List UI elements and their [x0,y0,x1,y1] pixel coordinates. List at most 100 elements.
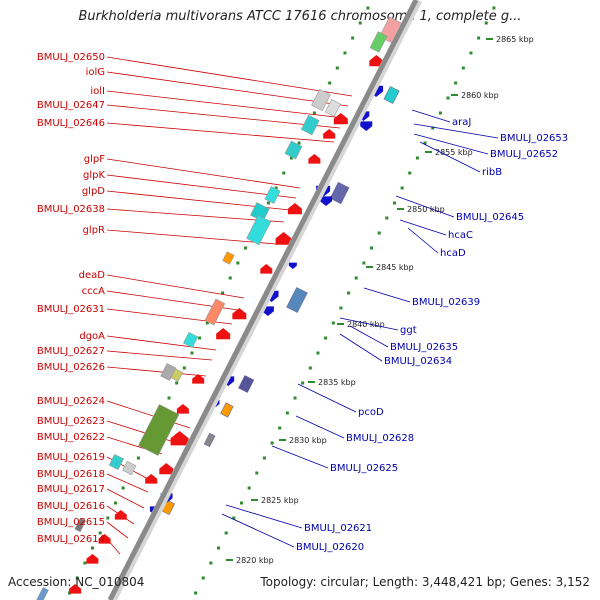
outer-dotted-guide [201,576,205,580]
forward-gene-arrow [170,431,189,446]
gene-block [220,402,234,418]
gene-block [238,375,255,393]
inner-dotted-guide [335,66,339,70]
gene-label-left: dgoA [79,331,105,342]
inner-dotted-guide [266,201,270,205]
gene-label-right: BMULJ_02634 [384,356,452,367]
outer-dotted-guide [285,411,289,415]
gene-label-left: BMULJ_02614 [37,534,105,545]
leader-line [106,473,149,493]
gene-label-left: deaD [79,270,106,281]
kbp-tick-label: 2840 kbp [347,320,385,329]
outer-dotted-guide [354,276,358,280]
forward-gene-arrow [98,534,111,544]
leader-line [106,158,301,189]
kbp-tick-label: 2845 kbp [376,263,414,272]
leader-line [106,488,145,509]
gene-block [222,251,235,265]
inner-dotted-guide [175,381,179,385]
inner-dotted-guide [136,456,140,460]
gene-label-right: BMULJ_02652 [490,149,558,160]
leader-line [106,229,277,245]
gene-block [329,181,350,205]
leader-line [221,513,295,548]
chromosome-backbone [107,0,419,600]
leader-line [271,445,329,469]
leader-line [106,350,213,361]
gene-label-right: pcoD [358,407,384,418]
inner-dotted-guide [121,486,125,490]
inner-dotted-guide [98,531,102,535]
gene-block [264,186,281,204]
leader-line [399,219,447,236]
outer-dotted-guide [492,6,496,10]
kbp-tick-label: 2820 kbp [236,556,274,565]
outer-dotted-guide [484,21,488,25]
gene-label-left: glpD [82,186,105,197]
outer-dotted-guide [209,561,213,565]
leader-line [106,208,285,223]
leader-line [349,325,389,348]
leader-line [407,227,439,254]
leader-line [106,104,341,129]
forward-gene-arrow [232,308,247,320]
inner-dotted-guide [167,396,171,400]
outer-dotted-guide [370,246,374,250]
outer-dotted-guide [454,81,458,85]
leader-line [395,195,455,218]
gene-label-left: iolG [86,67,105,78]
outer-dotted-guide [469,51,473,55]
outer-dotted-guide [255,471,259,475]
inner-dotted-guide [297,141,301,145]
outer-dotted-guide [270,441,274,445]
gene-block [203,432,216,448]
leader-line [106,400,191,429]
outer-dotted-guide [408,171,412,175]
leader-line [106,521,129,539]
gene-block [138,404,180,456]
outer-dotted-guide [431,126,435,130]
outer-dotted-guide [262,456,266,460]
gene-label-left: BMULJ_02617 [37,484,105,495]
leader-line [419,141,481,173]
forward-gene-arrow [159,463,174,475]
gene-label-right: ribB [482,167,502,178]
gene-block [170,368,183,382]
inner-dotted-guide [351,36,355,40]
inner-dotted-guide [91,546,95,550]
kbp-tick-label: 2860 kbp [461,91,499,100]
outer-dotted-guide [217,546,221,550]
outer-dotted-guide [239,501,243,505]
outer-dotted-guide [477,36,481,40]
gene-label-left: iolI [90,86,105,97]
outer-dotted-guide [224,531,228,535]
forward-gene-arrow [323,129,336,139]
gene-block [122,460,137,476]
outer-dotted-guide [194,591,198,595]
inner-dotted-guide [328,81,332,85]
inner-dotted-guide [343,51,347,55]
outer-dotted-guide [308,366,312,370]
gene-label-left: BMULJ_02623 [37,416,105,427]
forward-gene-arrow [369,55,384,67]
outer-dotted-guide [385,216,389,220]
gene-label-left: BMULJ_02622 [37,432,105,443]
kbp-tick-label: 2850 kbp [407,205,445,214]
gene-block [324,99,341,117]
inner-dotted-guide [312,111,316,115]
leader-line [411,109,451,123]
gene-label-right: ggt [400,325,417,336]
forward-gene-arrow [308,154,321,164]
inner-dotted-guide [358,21,362,25]
inner-dotted-guide [182,366,186,370]
kbp-tick-label: 2865 kbp [496,35,534,44]
gene-block [311,88,331,112]
gene-label-left: cccA [82,286,105,297]
gene-label-right: hcaC [448,230,473,241]
gene-block [74,517,87,533]
gene-block [246,214,272,246]
inner-dotted-guide [221,291,225,295]
gene-label-right: BMULJ_02645 [456,212,524,223]
inner-dotted-guide [83,561,87,565]
forward-gene-arrow [260,264,273,274]
